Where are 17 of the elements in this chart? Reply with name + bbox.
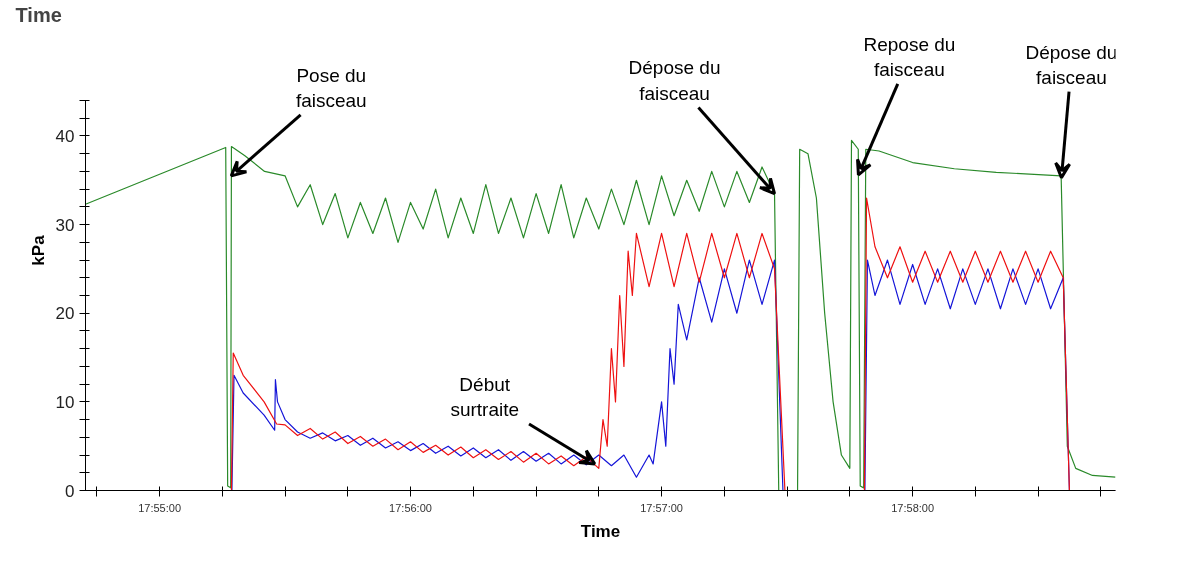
x-tick-label: 17:57:00 [640, 501, 683, 514]
annotation: Pose du faisceau [295, 64, 367, 111]
y-axis-title: kPa [28, 234, 48, 266]
annotation: Début surtraite [450, 373, 520, 421]
y-tick-label: 30 [55, 215, 75, 235]
x-tick-label: 17:56:00 [389, 501, 432, 514]
x-tick-label: 17:58:00 [891, 501, 935, 514]
x-axis-title: Time [580, 521, 621, 541]
y-tick-label: 20 [55, 304, 75, 324]
y-tick-label: 0 [65, 481, 75, 501]
annotation: Dépose du faisceau [628, 57, 721, 104]
annotation: Dépose du faisceau [1025, 41, 1118, 88]
x-tick-label: 17:55:00 [138, 501, 182, 514]
y-tick-label: 40 [55, 126, 75, 146]
annotation: Repose du faisceau [863, 33, 956, 81]
chart-title: Time [15, 3, 62, 26]
y-tick-label: 10 [55, 392, 75, 412]
